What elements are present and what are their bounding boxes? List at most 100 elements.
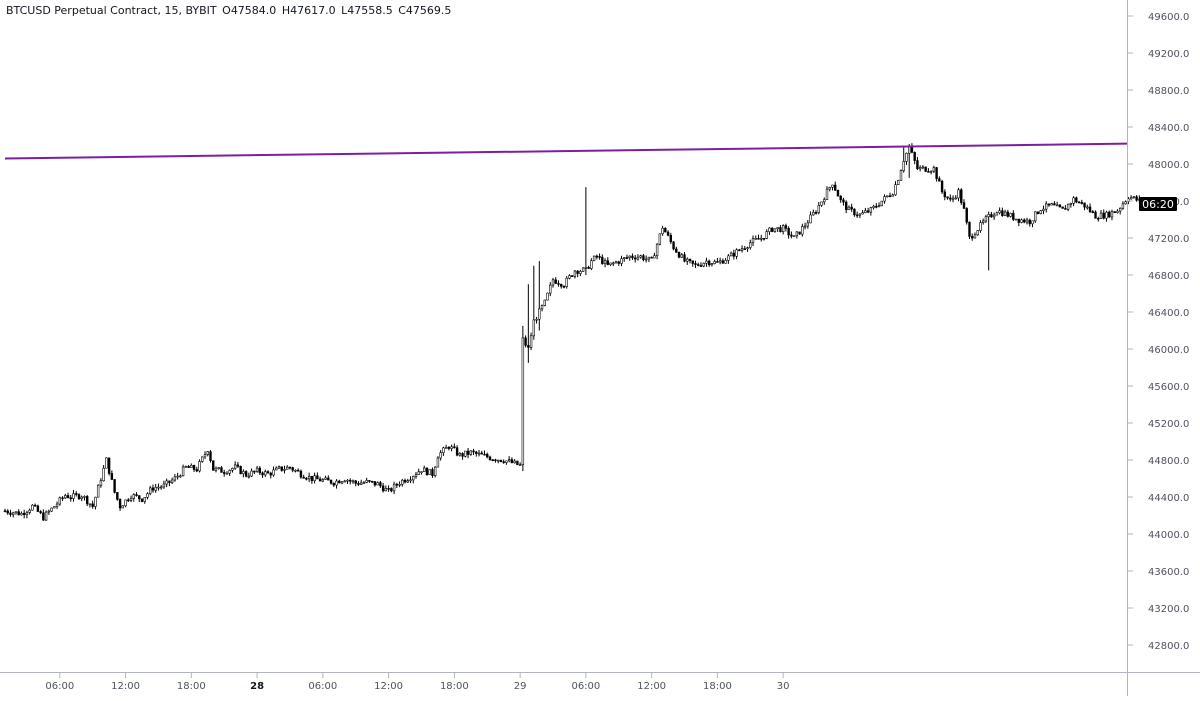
candle-body (680, 254, 683, 258)
candle-body (921, 166, 925, 169)
candle-body (157, 486, 160, 489)
candle-body (740, 248, 744, 251)
y-tick-label: 46000.0 (1148, 345, 1189, 356)
candle-body (1017, 218, 1021, 223)
candle-body (1028, 219, 1031, 225)
candle-body (1058, 204, 1062, 208)
candle-body (795, 231, 799, 237)
candle-body (694, 263, 697, 265)
candle-body (80, 496, 83, 499)
candle-body (1069, 203, 1073, 205)
candle-body (836, 190, 840, 197)
candle-body (253, 470, 256, 473)
candle-body (532, 319, 536, 337)
candle-body (1099, 212, 1103, 219)
candle-body (507, 459, 511, 462)
candle-body (494, 459, 497, 462)
candle-body (502, 461, 505, 463)
candle-body (25, 512, 29, 516)
candle-body (217, 467, 220, 469)
candle-body (516, 460, 519, 466)
candle-body (203, 454, 207, 458)
candle-body (587, 267, 590, 269)
candle-body (1108, 211, 1111, 218)
candle-body (464, 450, 467, 457)
candle-body (17, 511, 20, 516)
candle-body (138, 495, 141, 500)
candle-body (738, 249, 741, 252)
candle-body (409, 479, 412, 482)
candle-body (1047, 203, 1051, 206)
candle-body (661, 227, 664, 235)
candle-body (99, 480, 103, 486)
candle-body (461, 453, 464, 457)
candle-body (66, 495, 70, 499)
candle-body (984, 216, 988, 222)
candle-body (1064, 208, 1067, 210)
candle-body (91, 503, 94, 507)
candle-body (223, 472, 226, 474)
candle-body (927, 171, 930, 173)
y-tick-label: 48800.0 (1148, 86, 1189, 97)
candle-body (472, 450, 475, 453)
candle-body (294, 469, 297, 472)
candle-body (269, 472, 272, 476)
candle-body (110, 473, 114, 480)
candle-body (664, 227, 667, 233)
candle-body (998, 210, 1001, 214)
candle-body (384, 487, 388, 492)
candle-body (784, 225, 788, 229)
candle-body (401, 479, 404, 485)
candle-body (1003, 211, 1007, 216)
candle-body (551, 279, 555, 286)
candle-body (302, 476, 305, 479)
candle-body (124, 499, 127, 507)
candle-body (987, 214, 990, 218)
candle-body (496, 459, 500, 462)
candle-body (562, 286, 566, 288)
candle-body (757, 238, 760, 240)
candle-body (86, 496, 89, 505)
candle-body (127, 499, 130, 502)
candle-body (844, 201, 848, 211)
candle-body (749, 242, 752, 248)
candle-body (721, 260, 725, 264)
candle-body (121, 505, 125, 509)
candle-body (55, 503, 59, 507)
candle-body (228, 469, 231, 474)
trendline (4, 142, 1128, 160)
candle-body (754, 238, 757, 240)
x-tick-label: 30 (777, 681, 790, 692)
candle-body (850, 206, 853, 210)
candle-body (436, 457, 440, 468)
candle-body (286, 466, 289, 470)
candle-body (1097, 217, 1100, 220)
x-tick-label: 12:00 (374, 681, 403, 692)
candle-body (965, 208, 968, 223)
candle-body (606, 260, 610, 265)
candle-body (609, 262, 612, 265)
candle-body (225, 472, 229, 475)
candle-body (370, 480, 374, 483)
candle-body (209, 451, 212, 461)
candle-body (979, 222, 982, 231)
y-tick-label: 43200.0 (1148, 604, 1189, 615)
candle-body (886, 195, 889, 198)
candle-body (642, 255, 645, 261)
x-tick-label: 18:00 (703, 681, 732, 692)
candle-body (1023, 219, 1026, 223)
candle-body (510, 459, 514, 464)
candle-body (439, 452, 442, 459)
candle-body (592, 255, 596, 261)
high-key: H (281, 4, 291, 17)
candle-body (179, 475, 182, 478)
candle-body (557, 283, 560, 285)
y-tick-label: 46400.0 (1148, 308, 1189, 319)
candle-body (842, 199, 845, 203)
candle-body (565, 277, 568, 288)
candle-body (1083, 202, 1086, 208)
candle-body (431, 469, 434, 476)
candle-body (1121, 203, 1125, 209)
